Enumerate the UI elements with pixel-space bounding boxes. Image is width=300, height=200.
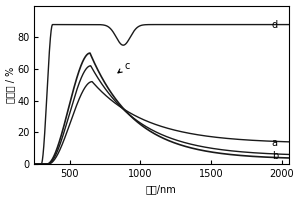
Text: d: d (272, 20, 278, 30)
Y-axis label: 透射率 / %: 透射率 / % (6, 67, 16, 103)
Text: c: c (118, 61, 130, 73)
Text: a: a (272, 138, 278, 148)
Text: b: b (272, 151, 278, 161)
X-axis label: 波长/nm: 波长/nm (146, 184, 177, 194)
